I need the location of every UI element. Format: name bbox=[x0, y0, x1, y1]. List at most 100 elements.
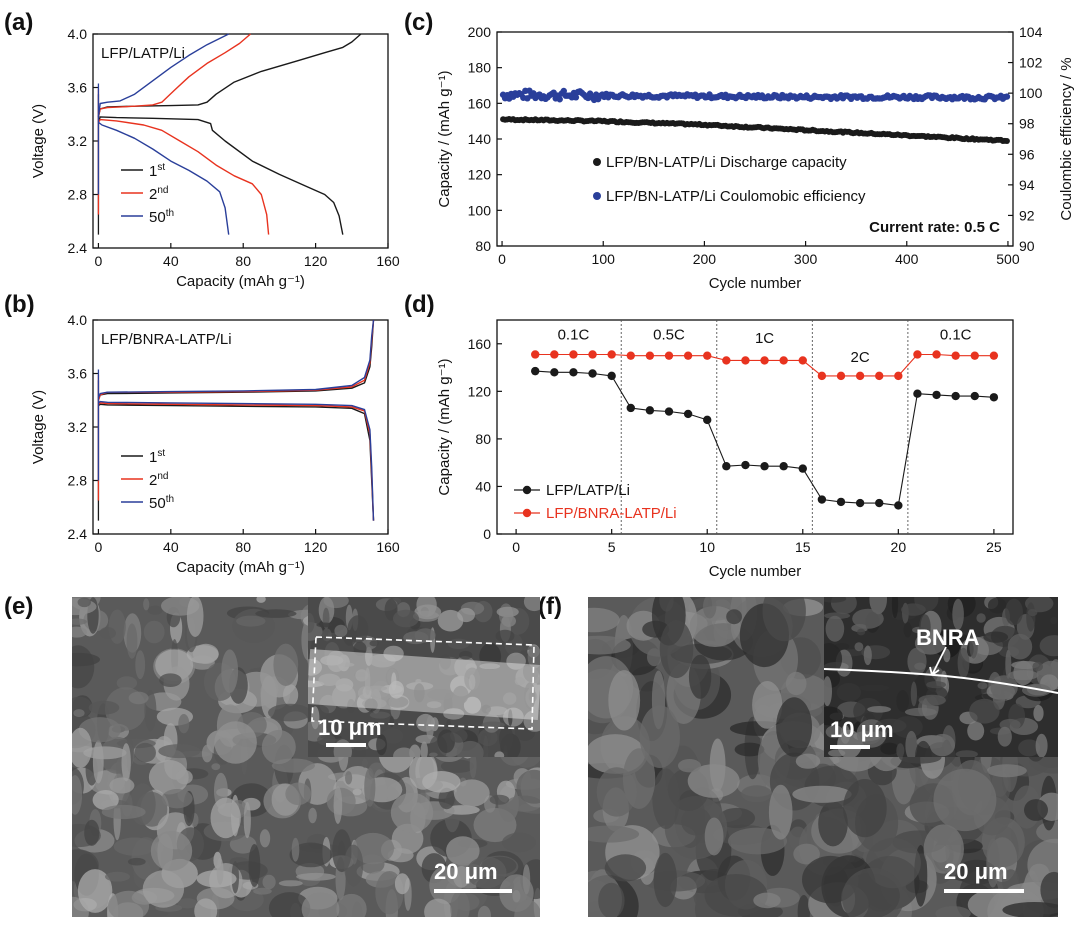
sem-grain bbox=[1040, 871, 1058, 908]
panel-d-rate-label-0: 0.1C bbox=[558, 326, 590, 343]
sem-grain bbox=[1018, 739, 1041, 757]
panel-d-x-tick-label-4: 20 bbox=[891, 539, 907, 555]
sem-grain bbox=[703, 597, 717, 619]
panel-c-x-tick-label-2: 200 bbox=[693, 251, 717, 267]
sem-grain bbox=[216, 857, 224, 885]
panel-c-legend-marker-0 bbox=[593, 158, 601, 166]
sem-grain bbox=[481, 721, 505, 729]
sem-grain bbox=[453, 866, 470, 888]
panel-a-series-2nd-discharge bbox=[97, 118, 270, 235]
sem-grain bbox=[92, 790, 119, 810]
panel-d-y-tick-label-1: 40 bbox=[475, 478, 491, 494]
sem-grain bbox=[977, 682, 988, 690]
sem-grain bbox=[1013, 660, 1034, 686]
panel-d-point bbox=[550, 368, 559, 377]
sem-grain bbox=[753, 892, 781, 909]
panel-c-y2-tick-label-3: 96 bbox=[1019, 146, 1035, 162]
sem-grain bbox=[910, 681, 917, 707]
panel-d-point bbox=[703, 415, 712, 425]
panel-letter-f: (f) bbox=[538, 593, 562, 620]
panel-a-legend-label-2: 50th bbox=[149, 208, 174, 226]
panel-d-ylabel: Capacity / (mAh g⁻¹) bbox=[436, 358, 453, 495]
sem-grain bbox=[688, 654, 712, 699]
sem-grain bbox=[143, 598, 150, 611]
sem-grain bbox=[84, 819, 100, 846]
sem-grain bbox=[1035, 733, 1048, 757]
panel-b-x-tick-label-2: 80 bbox=[235, 539, 251, 555]
panel-d-y-tick-label-3: 120 bbox=[468, 383, 492, 399]
sem-grain bbox=[858, 684, 889, 692]
panel-d-point bbox=[836, 497, 846, 507]
panel-d-point bbox=[645, 406, 655, 415]
sem-grain bbox=[1039, 635, 1058, 657]
sem-grain bbox=[653, 852, 677, 908]
sem-grain bbox=[588, 635, 631, 655]
sem-grain bbox=[135, 650, 146, 680]
sem-grain bbox=[967, 721, 985, 741]
sem-grain bbox=[1050, 616, 1058, 625]
sem-grain bbox=[896, 743, 905, 757]
sem-grain bbox=[201, 744, 213, 763]
sem-grain bbox=[933, 768, 997, 832]
sem-grain bbox=[842, 867, 904, 917]
sem-grain bbox=[112, 902, 144, 917]
sem-grain bbox=[108, 609, 126, 644]
sem-grain bbox=[232, 608, 275, 643]
sem-image-f: BNRA 10 μm 20 μm bbox=[588, 597, 1058, 917]
sem-grain bbox=[957, 647, 970, 679]
sem-grain bbox=[194, 898, 218, 917]
sem-grain bbox=[301, 892, 340, 917]
sem-grain bbox=[499, 725, 514, 752]
sem-grain bbox=[762, 597, 806, 642]
sem-grain bbox=[726, 609, 742, 625]
panel-c-ylabel: Capacity / (mAh g⁻¹) bbox=[436, 70, 453, 207]
sem-grain bbox=[652, 768, 680, 829]
sem-grain bbox=[734, 742, 765, 757]
panel-d-point bbox=[531, 350, 540, 359]
panel-letter-d: (d) bbox=[404, 291, 435, 318]
main-scale-bar-f bbox=[944, 889, 1024, 893]
sem-grain bbox=[880, 742, 899, 755]
panel-c-y2-tick-label-5: 100 bbox=[1019, 85, 1043, 101]
sem-grain bbox=[255, 609, 297, 618]
sem-grain bbox=[261, 729, 296, 765]
sem-grain bbox=[285, 782, 312, 806]
sem-grain bbox=[867, 706, 891, 713]
panel-d-point bbox=[913, 389, 922, 398]
sem-grain bbox=[211, 763, 221, 771]
panel-a-series-50th-discharge bbox=[97, 121, 230, 235]
panel-b-ylabel: Voltage (V) bbox=[30, 390, 47, 464]
panel-c-x-tick-label-0: 0 bbox=[498, 251, 506, 267]
panel-b-x-tick-label-4: 160 bbox=[376, 539, 400, 555]
sem-grain bbox=[127, 857, 146, 866]
sem-grain bbox=[73, 709, 85, 718]
sem-grain bbox=[453, 779, 490, 807]
sem-grain bbox=[101, 804, 146, 820]
sem-grain bbox=[1007, 633, 1033, 660]
panel-c-x-tick-label-3: 300 bbox=[794, 251, 818, 267]
panel-c-y-tick-label-1: 100 bbox=[468, 202, 492, 218]
sem-grain bbox=[514, 899, 540, 917]
sem-image-e: 10 μm 20 μm bbox=[72, 597, 540, 917]
sem-inset-e: 10 μm bbox=[308, 597, 540, 757]
sem-grain bbox=[510, 646, 532, 651]
panel-c-legend-marker-1 bbox=[593, 192, 601, 200]
sem-grain bbox=[273, 643, 299, 686]
sem-grain bbox=[478, 729, 498, 747]
sem-grain bbox=[853, 697, 883, 725]
sem-grain bbox=[824, 676, 832, 707]
panel-b-series-50th-charge bbox=[97, 319, 375, 398]
sem-grain bbox=[192, 643, 219, 664]
sem-grain bbox=[414, 604, 442, 620]
sem-grain bbox=[836, 683, 862, 702]
sem-grain bbox=[390, 792, 434, 833]
panel-d-y-tick-label-2: 80 bbox=[475, 431, 491, 447]
panel-d-legend-marker-1 bbox=[522, 508, 532, 518]
sem-grain bbox=[177, 898, 198, 909]
panel-d-series-1 bbox=[531, 350, 999, 381]
panel-d-point bbox=[588, 350, 597, 359]
panel-d-point bbox=[875, 498, 884, 508]
sem-grain bbox=[678, 759, 701, 773]
sem-grain bbox=[588, 825, 640, 843]
sem-grain bbox=[72, 652, 100, 667]
